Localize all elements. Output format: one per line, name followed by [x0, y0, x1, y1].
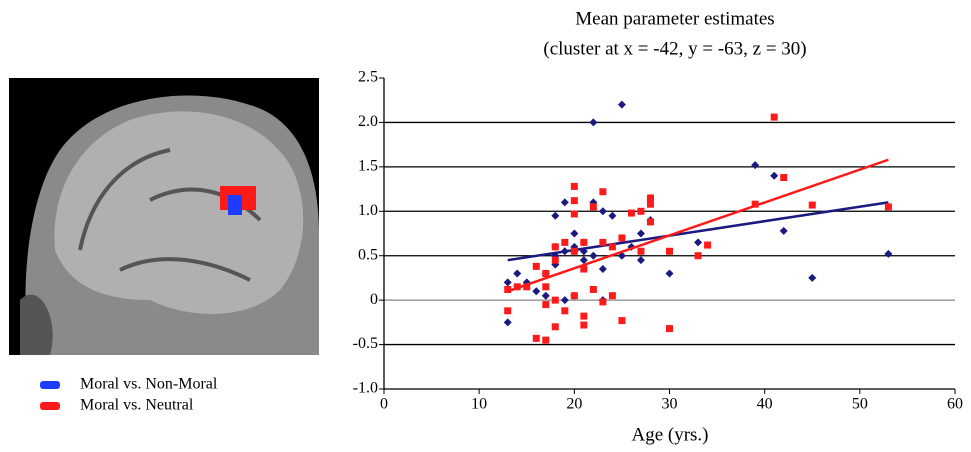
point	[599, 265, 607, 273]
point	[532, 287, 540, 295]
point	[552, 297, 559, 304]
point	[533, 335, 540, 342]
point	[561, 239, 568, 246]
point	[589, 252, 597, 260]
point	[666, 269, 674, 277]
point	[885, 203, 892, 210]
point	[599, 298, 606, 305]
point	[542, 292, 550, 300]
trend-line	[508, 160, 889, 292]
x-tick-label: 0	[380, 396, 388, 413]
point	[504, 318, 512, 326]
point	[637, 256, 645, 264]
point	[552, 323, 559, 330]
y-tick-label: -1.0	[353, 380, 378, 397]
point	[666, 325, 673, 332]
point	[571, 197, 578, 204]
point	[628, 210, 635, 217]
x-tick-label: 20	[566, 396, 582, 413]
point	[561, 296, 569, 304]
point	[609, 292, 616, 299]
legend-swatch	[40, 402, 60, 410]
point	[780, 174, 787, 181]
point	[513, 269, 521, 277]
cluster-blue	[228, 195, 242, 215]
point	[751, 161, 759, 169]
point	[542, 283, 549, 290]
point	[609, 243, 616, 250]
y-tick-label: 2.5	[358, 69, 378, 86]
point	[637, 208, 644, 215]
point	[552, 257, 559, 264]
point	[571, 248, 578, 255]
point	[704, 242, 711, 249]
chart-subtitle: (cluster at x = -42, y = -63, z = 30)	[543, 38, 806, 59]
point	[542, 270, 549, 277]
figure: Mean parameter estimates (cluster at x =…	[0, 0, 971, 447]
y-tick-label: 1.0	[358, 202, 378, 219]
point	[618, 234, 625, 241]
point	[647, 201, 654, 208]
point	[590, 203, 597, 210]
legend-label: Moral vs. Non-Moral	[80, 376, 218, 393]
y-tick-label: 0.5	[358, 246, 378, 263]
point	[647, 194, 654, 201]
point	[533, 263, 540, 270]
point	[504, 278, 512, 286]
x-tick-label: 10	[471, 396, 487, 413]
point	[580, 239, 587, 246]
point	[571, 183, 578, 190]
x-tick-label: 60	[947, 396, 963, 413]
point	[551, 212, 559, 220]
point	[618, 101, 626, 109]
point	[809, 202, 816, 209]
point	[561, 198, 569, 206]
point	[647, 218, 654, 225]
point	[695, 252, 702, 259]
point	[599, 207, 607, 215]
point	[542, 301, 549, 308]
point	[637, 230, 645, 238]
point	[571, 210, 578, 217]
point	[590, 286, 597, 293]
point	[780, 227, 788, 235]
point	[589, 118, 597, 126]
legend-swatch	[40, 381, 60, 389]
chart-title: Mean parameter estimates	[575, 8, 774, 29]
point	[561, 307, 568, 314]
x-axis-label: Age (yrs.)	[631, 424, 708, 445]
x-tick-label: 50	[852, 396, 868, 413]
point	[694, 238, 702, 246]
legend-label: Moral vs. Neutral	[80, 397, 194, 414]
point	[504, 307, 511, 314]
point	[599, 239, 606, 246]
point	[542, 337, 549, 344]
point	[771, 114, 778, 121]
point	[666, 248, 673, 255]
y-tick-label: 1.5	[358, 158, 378, 175]
x-tick-label: 40	[757, 396, 773, 413]
point	[580, 322, 587, 329]
y-tick-label: -0.5	[353, 335, 378, 352]
point	[571, 292, 578, 299]
point	[599, 188, 606, 195]
point	[884, 250, 892, 258]
point	[770, 172, 778, 180]
point	[808, 274, 816, 282]
page: {"chart_data": {"type": "scatter", "titl…	[0, 0, 971, 447]
point	[637, 248, 644, 255]
x-tick-label: 30	[662, 396, 678, 413]
y-tick-label: 0	[370, 291, 378, 308]
brain-image	[9, 78, 319, 355]
y-tick-label: 2.0	[358, 113, 378, 130]
point	[608, 212, 616, 220]
point	[552, 243, 559, 250]
point	[618, 317, 625, 324]
point	[570, 230, 578, 238]
point	[580, 313, 587, 320]
